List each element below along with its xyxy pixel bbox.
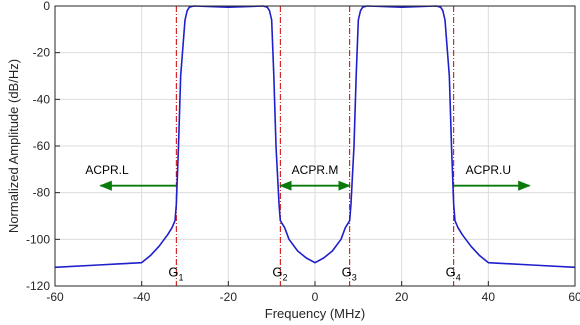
acpr-label: ACPR.U [466,163,511,177]
x-tick-label: 40 [482,290,496,304]
x-tick-label: -40 [133,290,151,304]
y-tick-label: -40 [33,92,51,106]
x-tick-label: 0 [312,290,319,304]
x-tick-label: 60 [568,290,580,304]
annotation-layer: ACPR.L ACPR.M ACPR.U [85,163,531,191]
x-tick-label: 20 [395,290,409,304]
guard-marker-label: G1 [168,264,183,282]
guard-marker-subscript: 2 [282,272,287,282]
x-axis-label: Frequency (MHz) [265,306,365,321]
y-tick-label: -100 [26,232,50,246]
x-tick-label: -20 [220,290,238,304]
tick-layer: -60 -40 -20 0 20 40 60 0 -20 -40 -60 -80 -100 -120 [26,0,580,304]
y-tick-label: -80 [33,186,51,200]
y-tick-label: -60 [33,139,51,153]
acpr-label: ACPR.L [85,163,129,177]
guard-marker-label: G2 [272,264,287,282]
x-tick-label: -60 [46,290,64,304]
acpr-label: ACPR.M [292,163,339,177]
series-layer [54,5,576,269]
guard-marker-subscript: 1 [178,272,183,282]
guard-marker-label: G4 [446,264,461,282]
spectrum-line [54,5,576,269]
guard-marker-label: G3 [342,264,357,282]
y-tick-label: -120 [26,279,50,293]
y-axis-label: Normalized Amplitude (dB/Hz) [6,59,21,233]
guard-marker-subscript: 4 [456,272,461,282]
y-tick-label: 0 [43,0,50,13]
guard-marker-subscript: 3 [352,272,357,282]
y-tick-label: -20 [33,46,51,60]
grid-layer [54,5,576,287]
